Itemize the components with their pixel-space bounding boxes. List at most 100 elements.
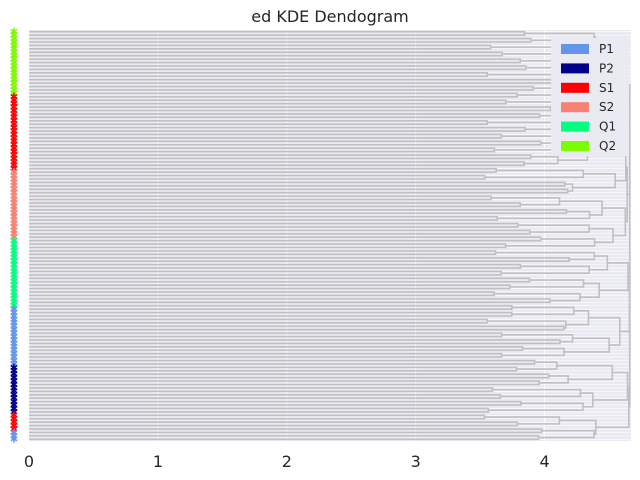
leaf-marker: ✱ [10,219,18,230]
leaf-marker: ✱ [10,435,18,446]
leaf-marker: ✱ [10,335,18,346]
leaf-marker: ✱ [10,171,18,182]
legend-swatch [561,63,589,74]
leaf-marker: ✱ [10,281,18,292]
legend-swatch [561,121,589,132]
leaf-marker: ✱ [10,414,18,425]
leaf-marker: ✱ [10,174,18,185]
leaf-marker: ✱ [10,102,18,113]
leaf-marker: ✱ [10,212,18,223]
dendrogram-link [29,215,499,221]
leaf-marker: ✱ [10,41,18,52]
dendrogram-link [29,119,488,125]
leaf-marker: ✱ [10,400,18,411]
x-tick-label: 4 [540,452,550,471]
leaf-marker: ✱ [10,318,18,329]
leaf-marker: ✱ [10,150,18,161]
leaf-marker: ✱ [10,363,18,374]
x-tick-label: 0 [24,452,34,471]
leaf-marker: ✱ [10,140,18,151]
leaf-marker: ✱ [10,260,18,271]
dendrogram-link [29,435,540,441]
leaf-marker: ✱ [10,397,18,408]
leaf-marker: ✱ [10,195,18,206]
leaf-marker: ✱ [10,75,18,86]
dendrogram-links [29,30,631,441]
leaf-marker: ✱ [10,407,18,418]
dendrogram-link [29,243,507,249]
dendrogram-link [29,346,524,352]
leaf-marker: ✱ [10,205,18,216]
leaf-marker: ✱ [10,305,18,316]
leaf-marker: ✱ [10,68,18,79]
leaf-marker: ✱ [10,92,18,103]
dendrogram-link [29,277,531,283]
leaf-marker: ✱ [10,383,18,394]
dendrogram-link [29,99,507,105]
leaf-marker: ✱ [10,380,18,391]
leaf-marker: ✱ [10,277,18,288]
leaf-marker: ✱ [10,294,18,305]
leaf-marker: ✱ [10,308,18,319]
leaf-marker: ✱ [10,147,18,158]
leaf-marker: ✱ [10,346,18,357]
dendrogram-link [501,347,565,357]
leaf-marker: ✱ [10,37,18,48]
leaf-marker: ✱ [10,233,18,244]
leaf-marker: ✱ [10,120,18,131]
leaf-marker: ✱ [10,253,18,264]
leaf-marker: ✱ [10,421,18,432]
dendrogram-link [505,238,596,247]
leaf-marker: ✱ [10,61,18,72]
leaf-marker: ✱ [10,370,18,381]
leaf-marker: ✱ [10,418,18,429]
dendrogram-link [572,173,617,189]
leaf-marker: ✱ [10,198,18,209]
dendrogram-link [29,325,565,331]
leaf-marker: ✱ [10,154,18,165]
leaf-marker: ✱ [10,51,18,62]
leaf-markers: ✱✱✱✱✱✱✱✱✱✱✱✱✱✱✱✱✱✱✱✱✱✱✱✱✱✱✱✱✱✱✱✱✱✱✱✱✱✱✱✱… [10,27,18,446]
leaf-marker: ✱ [10,274,18,285]
leaf-marker: ✱ [10,109,18,120]
leaf-marker: ✱ [10,284,18,295]
leaf-marker: ✱ [10,373,18,384]
leaf-marker: ✱ [10,178,18,189]
leaf-marker: ✱ [10,137,18,148]
legend-swatch [561,82,589,93]
dendrogram-link [29,263,522,269]
chart-title: ed KDE Dendogram [251,7,408,26]
dendrogram-link [580,392,594,408]
leaf-marker: ✱ [10,243,18,254]
leaf-marker: ✱ [10,431,18,442]
dendrogram-link [29,332,503,338]
leaf-marker: ✱ [10,339,18,350]
dendrogram-link [29,174,486,180]
leaf-marker: ✱ [10,428,18,439]
leaf-marker: ✱ [10,229,18,240]
leaf-marker: ✱ [10,352,18,363]
dendrogram-link [29,72,489,78]
leaf-marker: ✱ [10,298,18,309]
legend-swatch [561,44,589,54]
legend-swatch [561,102,589,113]
leaf-marker: ✱ [10,215,18,226]
dendrogram-link [589,255,609,271]
leaf-marker: ✱ [10,192,18,203]
leaf-marker: ✱ [10,376,18,387]
dendrogram-link [602,207,627,237]
legend-swatch [561,141,589,151]
leaf-marker: ✱ [10,366,18,377]
dendrogram-link [29,113,541,119]
leaf-marker: ✱ [10,106,18,117]
leaf-marker: ✱ [10,89,18,100]
x-tick-label: 2 [282,452,292,471]
leaf-marker: ✱ [10,130,18,141]
leaf-marker: ✱ [10,168,18,179]
dendrogram-link [29,65,527,71]
leaf-marker: ✱ [10,202,18,213]
leaf-marker: ✱ [10,390,18,401]
leaf-marker: ✱ [10,349,18,360]
leaf-marker: ✱ [10,58,18,69]
